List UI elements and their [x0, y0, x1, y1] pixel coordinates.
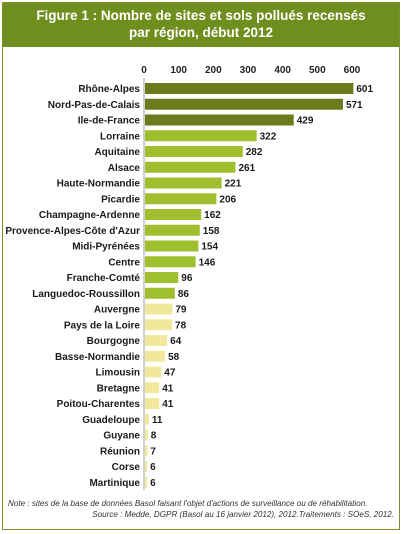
- bar: [145, 335, 168, 346]
- bar: [145, 146, 243, 157]
- x-tick-label: 200: [205, 65, 222, 76]
- figure-title-line2: par région, début 2012: [128, 25, 274, 40]
- value-label: 221: [225, 179, 242, 190]
- value-label: 601: [356, 84, 373, 95]
- bar: [145, 476, 148, 488]
- bar: [145, 98, 343, 110]
- value-label: 11: [152, 415, 163, 426]
- figure-title-line1: Figure 1 : Nombre de sites et sols pollu…: [36, 8, 366, 23]
- value-label: 58: [168, 352, 180, 363]
- category-label: Centre: [108, 257, 140, 268]
- category-label: Martinique: [89, 478, 140, 489]
- x-axis: 0 100 200 300 400 500 600: [141, 65, 361, 490]
- category-label: Guadeloupe: [82, 415, 140, 426]
- category-label: Auvergne: [94, 305, 141, 316]
- category-label: Limousin: [96, 368, 140, 379]
- category-label: Lorraine: [100, 131, 140, 142]
- x-tick-label: 400: [274, 65, 291, 76]
- category-label: Languedoc-Roussillon: [32, 289, 140, 300]
- bar: [145, 177, 222, 189]
- bar: [145, 83, 354, 94]
- x-tick-label: 500: [309, 65, 326, 76]
- bar: [145, 366, 162, 378]
- category-label: Nord-Pas-de-Calais: [48, 100, 141, 111]
- value-label: 154: [201, 242, 218, 253]
- bar: [145, 256, 196, 268]
- value-label: 6: [150, 462, 156, 473]
- note-text: Note : sites de la base de données Basol…: [8, 499, 368, 508]
- bar: [145, 319, 173, 331]
- value-label: 41: [162, 399, 174, 410]
- category-label: Pays de la Loire: [64, 320, 141, 331]
- bar: [145, 224, 200, 236]
- bar: [145, 350, 166, 362]
- category-label: Corse: [112, 462, 141, 473]
- value-label: 206: [219, 194, 236, 205]
- value-label: 261: [238, 163, 255, 174]
- value-label: 79: [175, 305, 187, 316]
- bar-chart: 0 100 200 300 400 500 600 Rhône-Alpes 601 Nord-P…: [5, 65, 373, 490]
- category-label: Poitou-Charentes: [57, 399, 141, 410]
- value-label: 41: [162, 383, 174, 394]
- category-label: Picardie: [101, 194, 140, 205]
- figure-note: Note : sites de la base de données Basol…: [8, 498, 394, 520]
- bar: [145, 445, 148, 457]
- bar: [145, 272, 179, 283]
- bar: [145, 429, 148, 441]
- category-label: Franche-Comté: [67, 273, 141, 284]
- category-label: Rhône-Alpes: [78, 84, 140, 95]
- value-label: 146: [199, 257, 216, 268]
- category-label: Haute-Normandie: [57, 179, 141, 190]
- bar: [145, 193, 217, 205]
- category-label: Midi-Pyrénées: [72, 242, 140, 253]
- x-tick-label: 100: [170, 65, 187, 76]
- bar: [145, 130, 257, 142]
- value-label: 322: [260, 131, 277, 142]
- category-label: Basse-Normandie: [55, 352, 140, 363]
- x-tick-label: 300: [240, 65, 257, 76]
- value-label: 6: [150, 478, 156, 489]
- value-label: 571: [346, 100, 363, 111]
- bar: [145, 303, 173, 315]
- category-label: Guyane: [103, 431, 140, 442]
- figure-header: Figure 1 : Nombre de sites et sols pollu…: [3, 3, 399, 47]
- value-label: 429: [297, 116, 314, 127]
- bar: [145, 382, 160, 394]
- value-label: 158: [203, 226, 220, 237]
- bar: [145, 161, 236, 173]
- bar: [145, 287, 175, 299]
- category-label: Provence-Alpes-Côte d'Azur: [5, 226, 140, 237]
- value-label: 64: [170, 336, 182, 347]
- category-label: Aquitaine: [94, 147, 140, 158]
- x-tick-label: 600: [344, 65, 361, 76]
- bar: [145, 413, 149, 425]
- value-label: 7: [150, 446, 156, 457]
- value-label: 86: [178, 289, 190, 300]
- source-text: Source : Medde, DGPR (Basol au 16 janvie…: [92, 510, 394, 519]
- category-label: Bretagne: [97, 383, 141, 394]
- value-label: 282: [246, 147, 263, 158]
- bar: [145, 209, 202, 220]
- value-label: 78: [175, 320, 187, 331]
- value-label: 8: [151, 431, 157, 442]
- category-label: Alsace: [108, 163, 141, 174]
- category-label: Réunion: [100, 446, 140, 457]
- bar: [145, 461, 148, 472]
- category-label: Ile-de-France: [78, 116, 141, 127]
- bars: Rhône-Alpes 601 Nord-Pas-de-Calais 571 Ile-d…: [5, 83, 373, 489]
- category-label: Bourgogne: [87, 336, 141, 347]
- bar: [145, 114, 294, 126]
- category-label: Champagne-Ardenne: [39, 210, 141, 221]
- bar: [145, 398, 160, 409]
- value-label: 162: [204, 210, 221, 221]
- bar: [145, 240, 199, 252]
- x-tick-label: 0: [141, 65, 147, 76]
- value-label: 47: [164, 368, 176, 379]
- value-label: 96: [181, 273, 193, 284]
